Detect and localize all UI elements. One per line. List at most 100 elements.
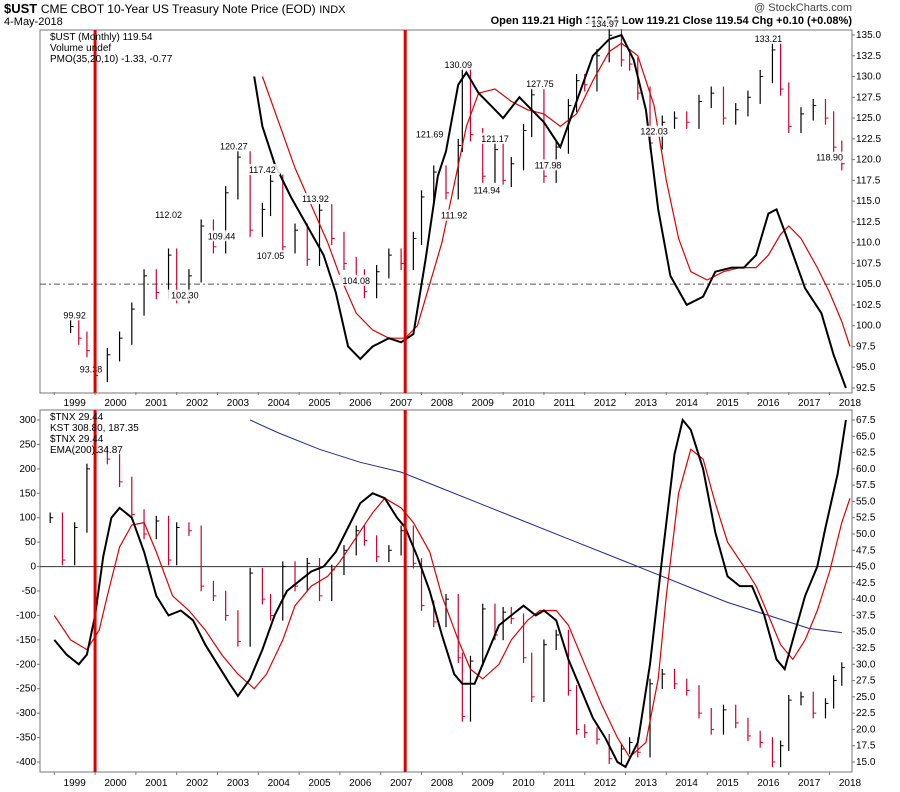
y-tick-label-right: 27.5 bbox=[856, 676, 876, 687]
x-tick-label: 2012 bbox=[594, 398, 617, 409]
y-tick-label-left: 50 bbox=[25, 537, 37, 548]
y-tick-label: 130.0 bbox=[856, 72, 881, 83]
x-tick-label: 2016 bbox=[757, 398, 780, 409]
symbol: $UST bbox=[4, 1, 38, 16]
annotation-box bbox=[59, 309, 90, 321]
y-tick-label: 110.0 bbox=[856, 238, 881, 249]
x-tick-label: 2015 bbox=[716, 398, 739, 409]
x-tick-label: 2004 bbox=[268, 778, 291, 789]
y-tick-label-right: 60.0 bbox=[856, 464, 876, 475]
legend-entry: Volume undef bbox=[50, 43, 111, 54]
y-tick-label: 135.0 bbox=[856, 30, 881, 41]
y-tick-label: 107.5 bbox=[856, 258, 881, 269]
x-tick-label: 1999 bbox=[64, 778, 87, 789]
price-annotation: 113.92 bbox=[302, 194, 329, 204]
y-tick-label-right: 40.0 bbox=[856, 594, 876, 605]
y-tick-label-right: 52.5 bbox=[856, 513, 876, 524]
y-tick-label-left: 250 bbox=[19, 439, 36, 450]
y-tick-label: 132.5 bbox=[856, 51, 881, 62]
x-tick-label: 2017 bbox=[798, 398, 821, 409]
x-tick-label: 2011 bbox=[554, 398, 576, 409]
y-tick-label-left: -50 bbox=[22, 586, 37, 597]
y-tick-label-right: 32.5 bbox=[856, 643, 876, 654]
price-annotation: 130.09 bbox=[444, 60, 472, 70]
y-tick-label-right: 17.5 bbox=[856, 741, 876, 752]
annotation-box bbox=[750, 32, 786, 44]
legend-entry: $UST (Monthly) 119.54 bbox=[50, 32, 153, 43]
price-annotation: 114.94 bbox=[473, 186, 500, 196]
y-tick-label-left: -300 bbox=[16, 708, 36, 719]
date: 4-May-2018 bbox=[4, 16, 63, 28]
y-tick-label-right: 57.5 bbox=[856, 480, 876, 491]
y-tick-label-left: -250 bbox=[16, 684, 36, 695]
x-tick-label: 2014 bbox=[676, 398, 699, 409]
x-tick-label: 2002 bbox=[186, 778, 209, 789]
legend-entry: $TNX 29.44 bbox=[50, 412, 104, 423]
y-tick-label-right: 30.0 bbox=[856, 659, 876, 670]
price-annotation: 102.30 bbox=[171, 291, 199, 301]
y-tick-label-right: 65.0 bbox=[856, 431, 876, 442]
price-annotation: 133.21 bbox=[755, 34, 783, 44]
x-tick-label: 2003 bbox=[227, 778, 250, 789]
y-tick-label-right: 22.5 bbox=[856, 708, 876, 719]
annotation-box bbox=[436, 209, 472, 221]
x-tick-label: 2008 bbox=[431, 398, 454, 409]
annotation-box bbox=[244, 164, 280, 176]
y-tick-label: 117.5 bbox=[856, 175, 881, 186]
y-tick-label: 120.0 bbox=[856, 155, 881, 166]
annotation-box bbox=[297, 193, 334, 205]
x-tick-label: 2010 bbox=[512, 778, 535, 789]
y-tick-label-left: 0 bbox=[30, 562, 36, 573]
y-tick-label: 102.5 bbox=[856, 300, 881, 311]
tnx-panel: -400 -350 -300 -250 -200 -150 -100 -50 0 50 100 150… bbox=[16, 409, 876, 789]
x-tick-label: 2005 bbox=[308, 398, 331, 409]
y-tick-label: 125.0 bbox=[856, 113, 881, 124]
y-tick-label: 112.5 bbox=[856, 217, 881, 228]
x-tick-label: 2012 bbox=[594, 778, 617, 789]
price-annotation: 121.69 bbox=[416, 130, 444, 140]
panel-frame bbox=[39, 409, 853, 773]
price-annotation: 112.02 bbox=[155, 210, 182, 220]
legend-entry: EMA(200) 34.87 bbox=[50, 445, 123, 456]
price-annotation: 134.97 bbox=[591, 19, 619, 29]
y-tick-label-left: 150 bbox=[19, 488, 36, 499]
x-tick-label: 2013 bbox=[635, 778, 658, 789]
y-tick-label-right: 67.5 bbox=[856, 415, 876, 426]
annotation-box bbox=[412, 128, 448, 140]
annotation-box bbox=[203, 230, 240, 242]
x-tick-label: 2008 bbox=[431, 778, 454, 789]
x-tick-label: 2018 bbox=[839, 778, 862, 789]
x-tick-label: 2007 bbox=[390, 398, 413, 409]
description: CME CBOT 10-Year US Treasury Note Price … bbox=[40, 2, 316, 16]
price-annotation: 117.98 bbox=[535, 160, 562, 170]
y-tick-label-left: 100 bbox=[19, 513, 36, 524]
price-annotation: 111.92 bbox=[441, 211, 467, 221]
legend-entry: PMO(35,20,10) -1.33, -0.77 bbox=[50, 54, 173, 65]
kst-line bbox=[53, 417, 847, 769]
annotation-box bbox=[167, 289, 203, 301]
y-tick-label-right: 45.0 bbox=[856, 562, 876, 573]
annotation-box bbox=[469, 184, 505, 196]
copyright: @ StockCharts.com bbox=[754, 2, 852, 14]
exchange: INDX bbox=[319, 4, 346, 16]
annotation-box bbox=[252, 250, 289, 262]
x-tick-label: 2015 bbox=[716, 778, 739, 789]
x-tick-label: 2009 bbox=[472, 778, 495, 789]
x-tick-label: 2004 bbox=[268, 398, 291, 409]
annotation-box bbox=[522, 78, 558, 90]
x-tick-label: 2001 bbox=[145, 398, 168, 409]
x-tick-label: 2000 bbox=[104, 398, 127, 409]
y-tick-label: 97.5 bbox=[856, 341, 876, 352]
panel-frame bbox=[39, 29, 853, 394]
y-tick-label-right: 35.0 bbox=[856, 627, 876, 638]
price-annotation: 93.38 bbox=[80, 365, 103, 375]
annotation-box bbox=[811, 151, 848, 163]
y-tick-label-left: -200 bbox=[16, 659, 36, 670]
y-tick-label: 115.0 bbox=[856, 196, 881, 207]
y-tick-label-left: 300 bbox=[19, 415, 36, 426]
x-tick-label: 2009 bbox=[472, 398, 495, 409]
x-tick-label: 2016 bbox=[757, 778, 780, 789]
x-tick-label: 2011 bbox=[554, 778, 576, 789]
price-annotation: 127.75 bbox=[526, 79, 554, 89]
